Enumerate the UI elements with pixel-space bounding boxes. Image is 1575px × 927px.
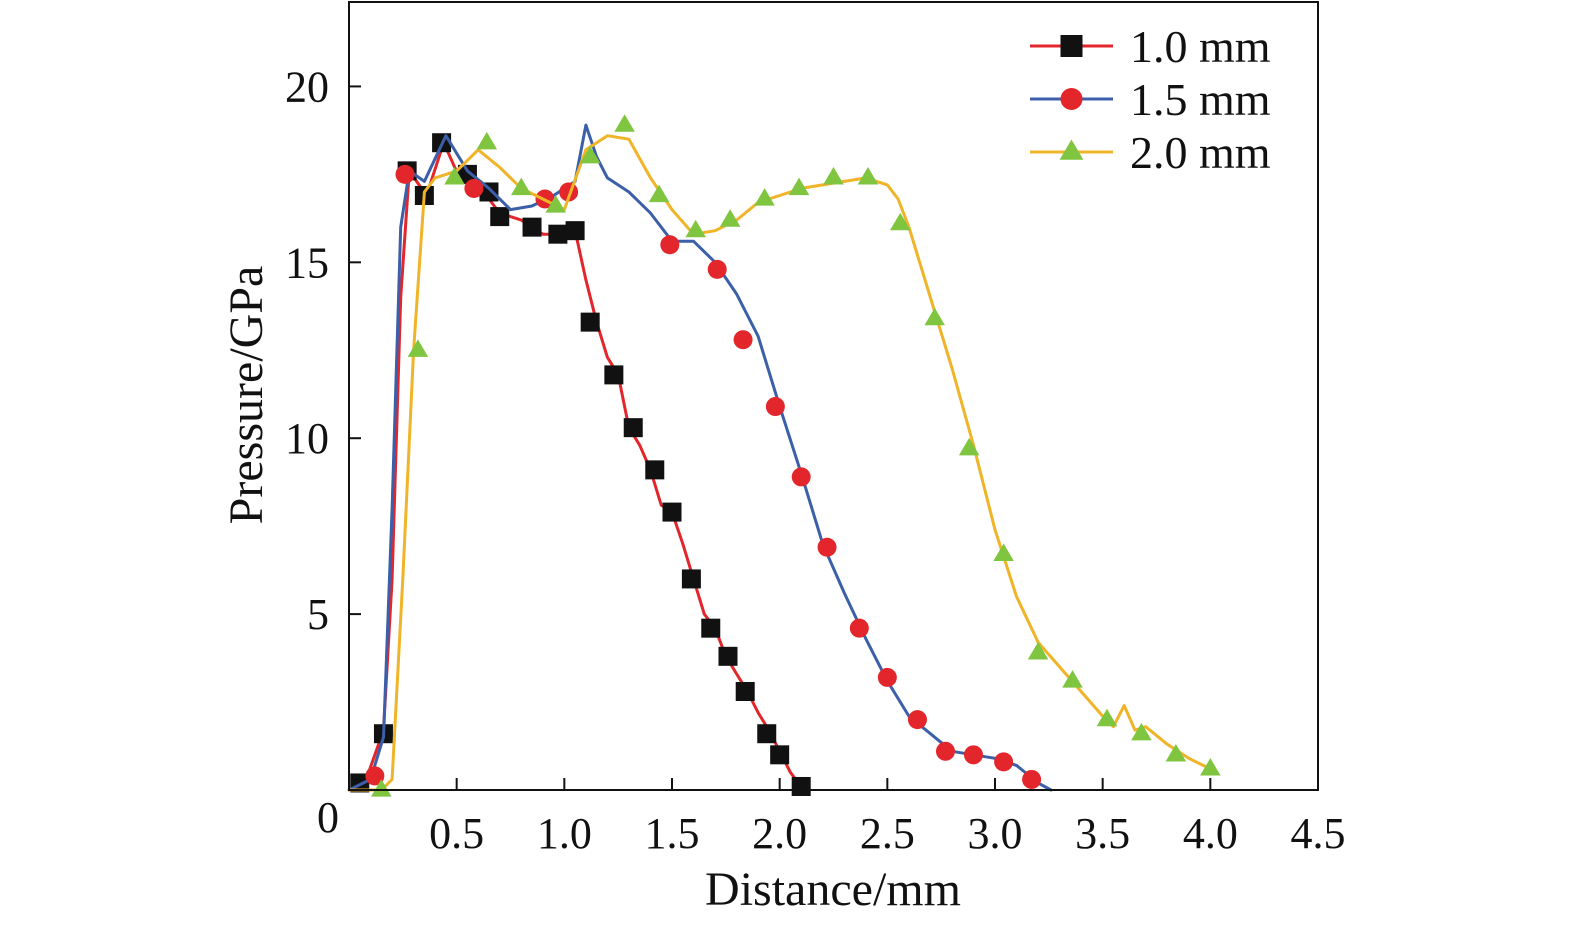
data-point-2-17 (994, 752, 1014, 772)
data-point-3-15 (857, 167, 879, 185)
data-point-3-7 (579, 145, 601, 164)
data-point-2-6 (660, 235, 680, 255)
data-point-3-24 (1165, 743, 1187, 762)
data-point-3-3 (444, 167, 465, 185)
data-point-2-9 (765, 397, 785, 417)
data-point-3-11 (719, 209, 741, 227)
legend-item-1: 1.0 mm (1030, 21, 1271, 72)
data-point-2-1 (365, 766, 385, 786)
data-point-3-1 (371, 779, 392, 797)
data-point-1-15 (645, 460, 665, 480)
y-tick-label: 0 (317, 793, 339, 842)
y-tick-label: 10 (285, 414, 329, 463)
data-point-1-8 (490, 207, 510, 227)
data-point-1-21 (757, 724, 777, 744)
data-point-3-23 (1131, 722, 1152, 741)
data-point-3-4 (476, 131, 498, 150)
data-point-2-14 (907, 710, 927, 730)
data-point-2-10 (791, 467, 811, 487)
data-point-1-18 (701, 618, 721, 638)
data-point-2-7 (707, 259, 727, 279)
data-point-1-7 (479, 182, 499, 202)
data-point-3-16 (889, 212, 911, 231)
x-tick-label: 1.5 (645, 809, 700, 858)
data-point-2-18 (1022, 769, 1042, 789)
data-point-3-6 (545, 195, 566, 213)
data-point-2-2 (395, 164, 415, 184)
legend-item-3: 2.0 mm (1030, 127, 1271, 178)
y-axis-title: Pressure/GPa (220, 266, 273, 525)
x-tick-label: 3.0 (968, 809, 1023, 858)
x-tick-label: 1.0 (537, 809, 592, 858)
data-point-1-13 (604, 365, 624, 385)
legend-item-2: 1.5 mm (1030, 74, 1271, 125)
data-point-1-12 (580, 312, 600, 332)
data-point-2-16 (963, 745, 983, 765)
data-point-2-12 (849, 618, 869, 638)
series-2 (347, 123, 1053, 792)
x-tick-label: 4.5 (1291, 809, 1346, 858)
data-point-3-13 (788, 177, 810, 196)
data-point-3-25 (1200, 758, 1221, 776)
series-line-3 (347, 134, 1212, 792)
data-point-3-12 (754, 188, 775, 206)
plot-frame (348, 1, 1319, 791)
data-point-3-9 (648, 184, 670, 203)
legend-label: 1.0 mm (1130, 21, 1271, 72)
y-tick-label: 20 (285, 62, 329, 111)
data-point-1-11 (565, 221, 585, 241)
data-point-3-5 (511, 177, 532, 196)
series-3 (347, 114, 1221, 797)
data-point-3-2 (407, 339, 429, 357)
data-point-3-22 (1096, 708, 1118, 727)
legend-marker (1060, 35, 1083, 57)
x-tick-label: 3.5 (1075, 809, 1130, 858)
data-point-1-19 (718, 646, 738, 666)
data-point-1-16 (662, 502, 682, 522)
data-point-3-17 (924, 307, 945, 326)
series-layer (347, 114, 1221, 797)
data-point-3-14 (823, 167, 844, 185)
legend-label: 1.5 mm (1130, 74, 1271, 125)
data-point-3-21 (1062, 670, 1083, 688)
y-tick-label: 5 (307, 590, 329, 639)
data-point-3-18 (958, 437, 980, 456)
data-point-1-9 (522, 217, 542, 237)
data-point-3-8 (614, 114, 635, 132)
legend-marker (1059, 139, 1084, 160)
legend-label: 2.0 mm (1130, 127, 1271, 178)
data-point-3-19 (993, 543, 1014, 561)
series-1 (347, 133, 811, 796)
x-tick-label: 4.0 (1183, 809, 1238, 858)
data-point-2-11 (817, 537, 837, 557)
data-point-1-17 (681, 569, 701, 589)
y-tick-label: 15 (285, 238, 329, 287)
data-point-1-22 (770, 745, 790, 765)
data-point-2-15 (935, 741, 955, 761)
legend: 1.0 mm1.5 mm2.0 mm (1030, 21, 1271, 178)
data-point-1-14 (623, 418, 643, 438)
x-axis-title: Distance/mm (705, 863, 961, 916)
data-point-2-13 (877, 667, 897, 687)
x-tick-label: 2.5 (860, 809, 915, 858)
axis-layer: 0.5 1.0 1.5 2.0 2.5 3.0 3.5 4.0 4.5 0 5 10 15 20 (285, 1, 1346, 858)
legend-marker (1060, 88, 1083, 110)
data-point-1-23 (791, 776, 811, 796)
data-point-1-20 (735, 682, 755, 701)
data-point-2-3 (464, 178, 484, 198)
x-tick-label: 0.5 (429, 809, 484, 858)
x-tick-label: 2.0 (752, 809, 807, 858)
data-point-1-10 (548, 224, 568, 244)
data-point-2-8 (733, 330, 753, 350)
data-point-3-10 (685, 219, 706, 238)
data-point-3-20 (1027, 641, 1049, 660)
series-line-2 (347, 123, 1053, 792)
